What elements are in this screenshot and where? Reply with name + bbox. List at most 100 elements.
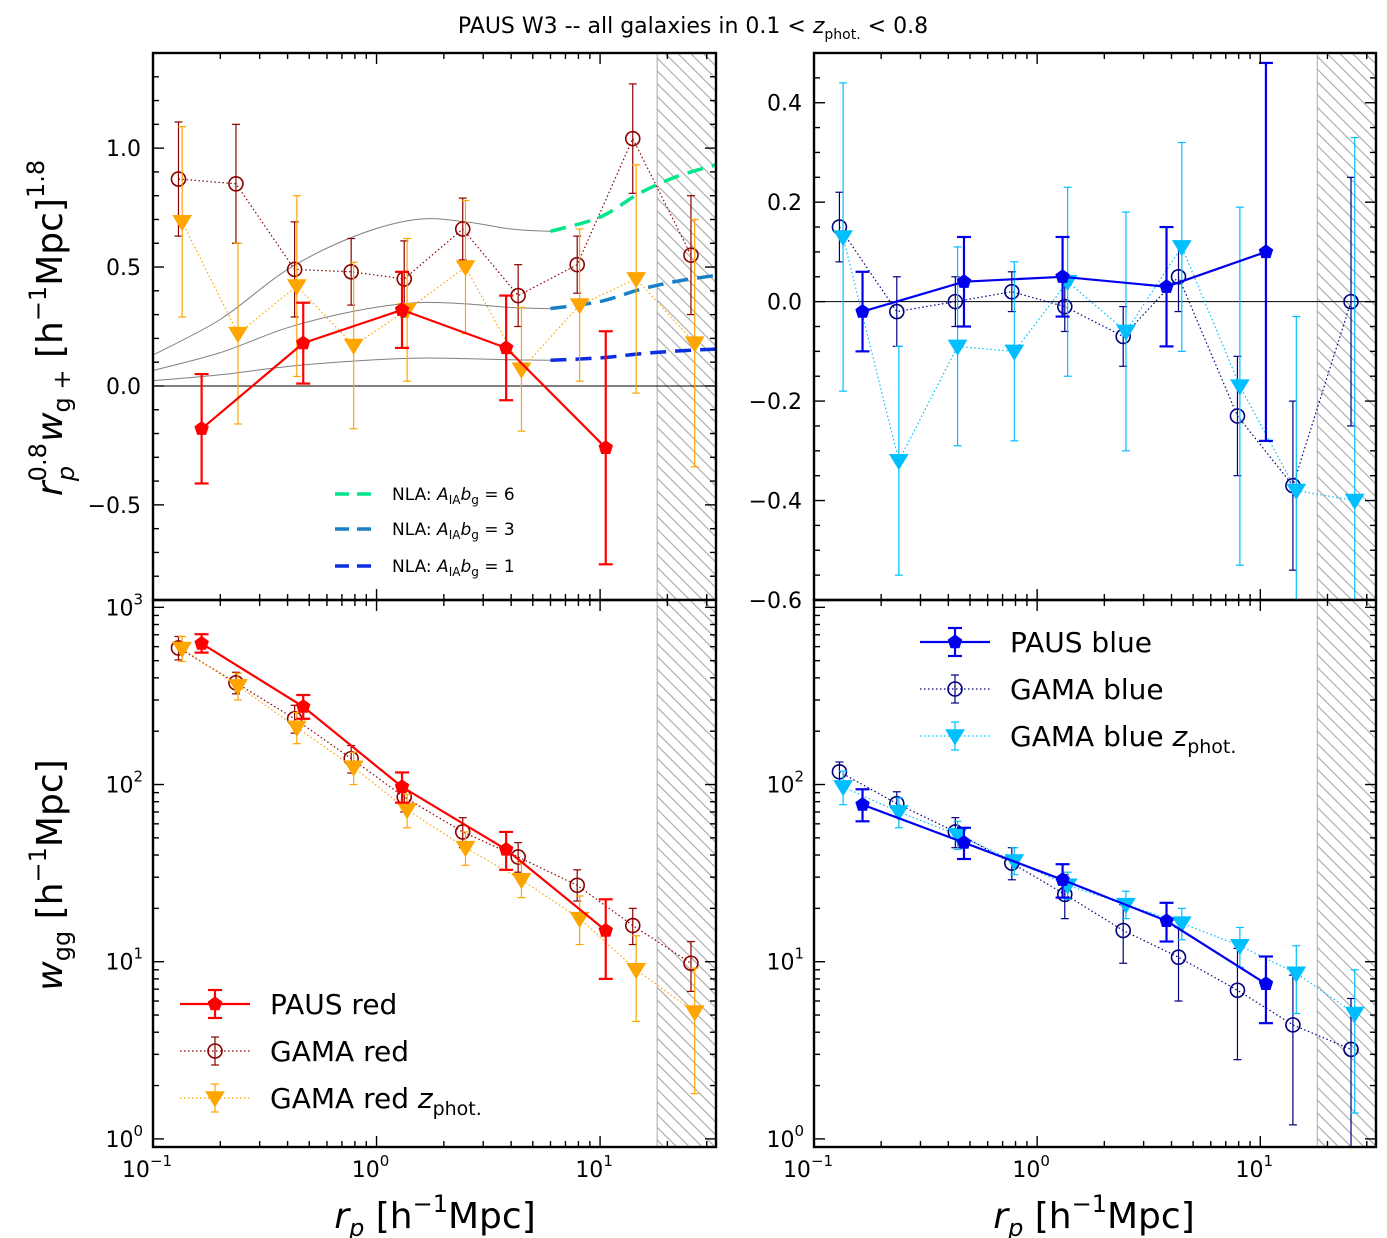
x-tick-label: 100 <box>1012 1152 1050 1183</box>
legend-text: g <box>471 565 479 579</box>
excluded-scale-region <box>656 600 716 1147</box>
data-point-gama_blue_zphot <box>1344 493 1365 511</box>
data-point-gama_red <box>170 171 187 187</box>
model-curve-nla6-dashed <box>550 163 716 234</box>
legend-label-paus_red: PAUS red <box>270 988 397 1021</box>
data-point-paus_red <box>498 340 514 355</box>
legend-text: NLA: <box>392 520 437 540</box>
excluded-scale-region <box>1316 53 1376 600</box>
x-tick-labels: 10−1 100 101 <box>783 1152 1273 1183</box>
legend-text: IA <box>449 493 462 507</box>
series-gama_red <box>170 83 699 328</box>
plot-frame <box>812 598 1378 1149</box>
data-point-gama_red <box>683 955 699 972</box>
data-point-gama_red <box>624 917 641 934</box>
y-tick-label: 1.0 <box>106 137 141 162</box>
data-point-gama_red_zphot <box>626 963 647 980</box>
tick-base: 10 <box>783 1158 811 1183</box>
data-point-paus_red <box>394 302 410 316</box>
data-point-gama_red_zphot <box>569 298 590 315</box>
y-tick-label: −0.5 <box>88 494 141 519</box>
y-tick-label: 100 <box>105 1122 143 1153</box>
y-tick-label: 100 <box>766 1122 804 1153</box>
tick-exponent: −1 <box>811 1152 833 1170</box>
wgg-y-axis-label: wgg [h−1Mpc] <box>24 759 76 990</box>
data-point-gama_red <box>454 221 471 237</box>
x-axis-label-left: rp [h−1Mpc] <box>334 1190 536 1238</box>
data-point-gama_red <box>228 176 244 192</box>
tick-exponent: 3 <box>133 590 143 608</box>
data-point-gama_red_zphot <box>228 679 248 696</box>
legend-text: A <box>436 520 449 540</box>
series-paus_red <box>194 270 613 566</box>
data-point-gama_blue_zphot <box>833 780 853 797</box>
y-tick-label: 101 <box>105 945 143 976</box>
data-point-gama_blue <box>1115 922 1131 939</box>
tick-base: 10 <box>1012 1158 1040 1183</box>
x-tick-label: 100 <box>352 1152 390 1183</box>
data-point-gama_blue_zphot <box>1116 324 1136 341</box>
data-point-gama_red_zphot <box>286 720 307 737</box>
data-point-gama_blue <box>1343 293 1359 310</box>
data-point-gama_red_zphot <box>343 338 364 356</box>
y-tick-labels: −0.5 0.0 0.5 1.0 <box>88 137 141 519</box>
data-point-paus_red <box>498 841 514 856</box>
legend-marker-gama_red <box>207 1043 223 1059</box>
model-curve-nla1-dashed <box>550 347 716 363</box>
tick-exponent: 2 <box>794 768 804 786</box>
plot-area <box>814 53 1376 600</box>
legend-label-nla1: NLA: AIAbg = 1 <box>392 557 515 579</box>
legend-marker-paus_blue <box>947 634 963 649</box>
legend-label-nla6: NLA: AIAbg = 6 <box>392 485 515 507</box>
data-point-gama_blue_zphot <box>1229 379 1250 396</box>
tick-exponent: 0 <box>133 1122 143 1140</box>
legend-marker-gama_blue <box>947 681 963 697</box>
data-point-gama_blue <box>947 293 964 310</box>
legend-text: b <box>460 520 471 540</box>
tick-exponent: 1 <box>1264 1152 1274 1170</box>
y-tick-label: −0.6 <box>749 589 802 614</box>
tick-base: 10 <box>105 1128 133 1153</box>
data-point-gama_red_zphot <box>684 336 705 353</box>
y-tick-label: 0.0 <box>106 375 141 400</box>
y-tick-label: 0.5 <box>106 256 141 281</box>
data-point-gama_red <box>454 824 471 840</box>
legend-text: PAUS red <box>270 988 397 1021</box>
tick-exponent: 0 <box>1040 1152 1050 1170</box>
tick-exponent: 1 <box>133 945 143 963</box>
data-point-paus_blue <box>1258 976 1274 990</box>
tick-exponent: 0 <box>794 1122 804 1140</box>
legend-text: NLA: <box>392 485 437 505</box>
ticks <box>152 600 716 1148</box>
data-point-gama_blue <box>1056 298 1073 315</box>
legend-text: = 1 <box>479 557 515 577</box>
legend-text: A <box>436 557 449 577</box>
legend-text: GAMA red <box>270 1035 409 1068</box>
x-tick-label: 101 <box>575 1152 613 1183</box>
plot-frame <box>151 598 718 1149</box>
data-point-gama_blue_zphot <box>1286 966 1307 983</box>
legend-text: GAMA red <box>270 1082 418 1115</box>
tick-exponent: 0 <box>380 1152 390 1170</box>
data-point-paus_red <box>394 779 410 793</box>
data-point-gama_blue <box>1004 283 1020 300</box>
data-point-gama_blue <box>1229 982 1246 999</box>
tick-base: 10 <box>352 1158 380 1183</box>
data-point-gama_red <box>343 263 359 280</box>
series-line-gama_blue_zphot <box>842 236 1355 502</box>
series-gama_blue_zphot <box>833 770 1365 1114</box>
series-line-gama_blue_zphot <box>842 786 1356 1014</box>
tick-base: 10 <box>105 596 133 621</box>
model-curve-nla6-thin <box>153 218 551 356</box>
tick-base: 10 <box>105 774 133 799</box>
plot-area <box>831 600 1376 1147</box>
tick-base: 10 <box>105 951 133 976</box>
data-point-paus_blue <box>1159 913 1174 927</box>
ticks <box>813 600 1376 1148</box>
legend-text: = 6 <box>479 485 515 505</box>
legend-text: z <box>417 1082 434 1115</box>
series-line-gama_blue <box>839 771 1352 1050</box>
ticks <box>813 52 1376 600</box>
y-tick-label: 0.2 <box>767 191 802 216</box>
